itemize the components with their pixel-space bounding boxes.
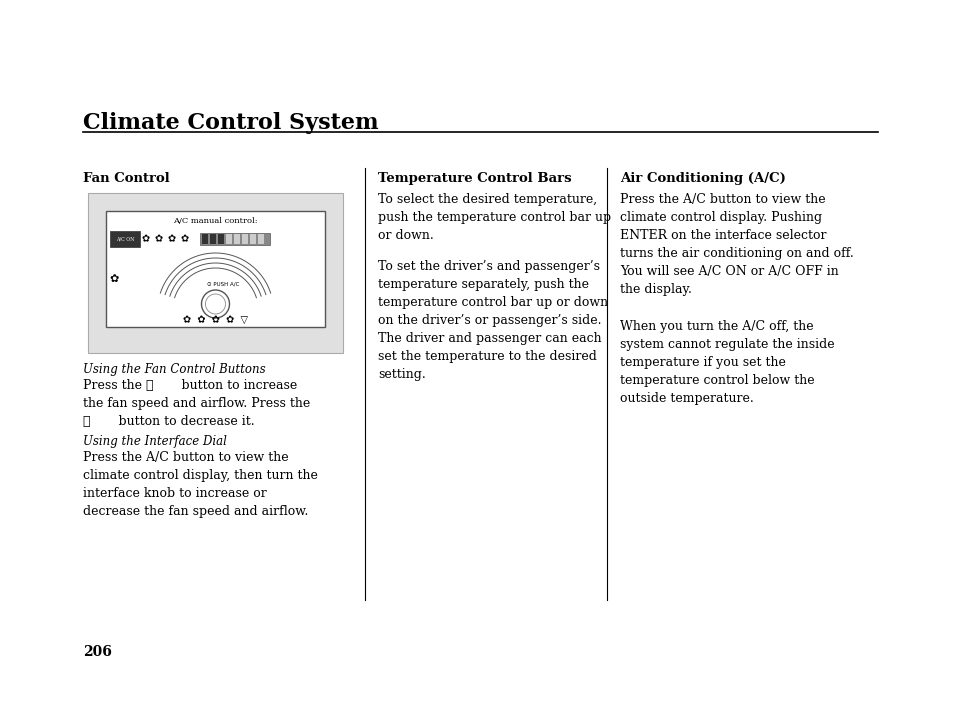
- Text: Temperature Control Bars: Temperature Control Bars: [377, 172, 571, 185]
- Text: A/C ON: A/C ON: [115, 236, 134, 241]
- Text: Press the A/C button to view the
climate control display. Pushing
ENTER on the i: Press the A/C button to view the climate…: [619, 193, 853, 296]
- Text: Climate Control System: Climate Control System: [83, 112, 378, 134]
- Text: Fan Control: Fan Control: [83, 172, 170, 185]
- Circle shape: [201, 290, 230, 318]
- FancyBboxPatch shape: [250, 234, 255, 244]
- FancyBboxPatch shape: [257, 234, 264, 244]
- Text: ✿  ✿  ✿  ✿  ▽: ✿ ✿ ✿ ✿ ▽: [183, 315, 248, 325]
- Text: ✿: ✿: [110, 273, 118, 283]
- Text: ✿: ✿: [142, 234, 150, 244]
- Text: To set the driver’s and passenger’s
temperature separately, push the
temperature: To set the driver’s and passenger’s temp…: [377, 260, 607, 381]
- Text: Using the Fan Control Buttons: Using the Fan Control Buttons: [83, 363, 265, 376]
- Text: ✿: ✿: [168, 234, 176, 244]
- Text: ⊙ PUSH A/C: ⊙ PUSH A/C: [207, 281, 239, 286]
- FancyBboxPatch shape: [202, 234, 208, 244]
- FancyBboxPatch shape: [200, 233, 270, 245]
- FancyBboxPatch shape: [106, 211, 325, 327]
- Text: 206: 206: [83, 645, 112, 659]
- Text: When you turn the A/C off, the
system cannot regulate the inside
temperature if : When you turn the A/C off, the system ca…: [619, 320, 834, 405]
- Text: Press the A/C button to view the
climate control display, then turn the
interfac: Press the A/C button to view the climate…: [83, 451, 317, 518]
- Text: Air Conditioning (A/C): Air Conditioning (A/C): [619, 172, 785, 185]
- FancyBboxPatch shape: [226, 234, 232, 244]
- Text: ✿: ✿: [181, 234, 189, 244]
- FancyBboxPatch shape: [242, 234, 248, 244]
- FancyBboxPatch shape: [218, 234, 224, 244]
- Text: A/C manual control:: A/C manual control:: [173, 217, 257, 225]
- FancyBboxPatch shape: [210, 234, 215, 244]
- Text: To select the desired temperature,
push the temperature control bar up
or down.: To select the desired temperature, push …: [377, 193, 611, 242]
- FancyBboxPatch shape: [88, 193, 343, 353]
- Text: Using the Interface Dial: Using the Interface Dial: [83, 435, 227, 448]
- FancyBboxPatch shape: [110, 231, 140, 247]
- Text: ✿: ✿: [154, 234, 163, 244]
- FancyBboxPatch shape: [233, 234, 240, 244]
- Text: Press the ❖       button to increase
the fan speed and airflow. Press the
❖     : Press the ❖ button to increase the fan s…: [83, 379, 310, 428]
